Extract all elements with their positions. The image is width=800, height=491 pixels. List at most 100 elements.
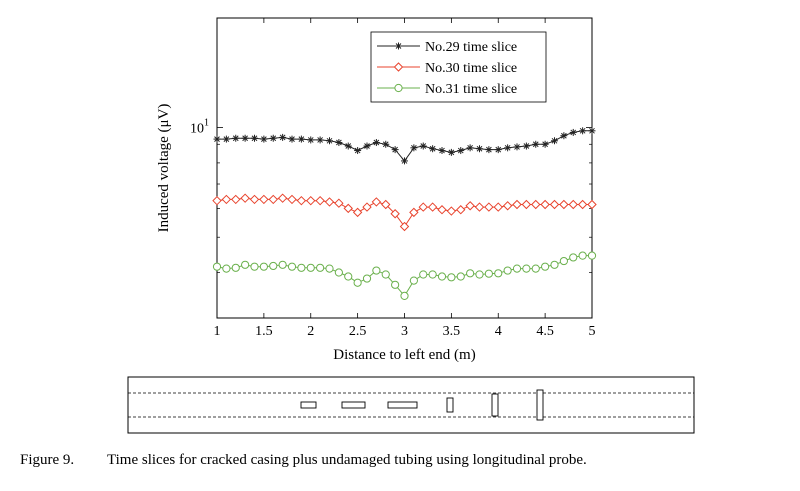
data-point xyxy=(399,221,410,232)
data-point xyxy=(429,145,437,153)
axis-ticks: 1 1.5 2 2.5 3 3.5 4 4.5 5 101 xyxy=(190,18,596,339)
data-point xyxy=(466,269,475,278)
data-point xyxy=(325,264,334,273)
data-point xyxy=(409,207,419,218)
data-point xyxy=(212,262,222,271)
legend-label: No.30 time slice xyxy=(425,61,517,76)
x-tick-label: 3.5 xyxy=(443,324,461,339)
data-point xyxy=(231,263,240,272)
data-point xyxy=(531,199,541,210)
data-point xyxy=(259,262,268,271)
data-point xyxy=(587,251,597,260)
data-point xyxy=(212,195,222,206)
data-point xyxy=(457,147,465,155)
data-point xyxy=(390,209,400,219)
data-point xyxy=(353,278,362,287)
crack-4 xyxy=(446,397,454,413)
data-point xyxy=(371,197,382,207)
data-point xyxy=(277,193,288,203)
data-point xyxy=(221,194,232,205)
data-point xyxy=(372,139,380,147)
data-point xyxy=(438,147,446,155)
legend-entry: No.29 time slice xyxy=(377,40,517,55)
y-tick-label: 101 xyxy=(190,118,209,137)
data-point xyxy=(326,137,333,145)
data-point xyxy=(579,127,587,135)
crack-1 xyxy=(300,401,317,409)
data-point xyxy=(306,263,315,272)
data-point xyxy=(241,260,250,269)
x-tick-label: 5 xyxy=(589,324,596,339)
data-point xyxy=(269,134,277,142)
series-1 xyxy=(213,127,596,165)
data-point xyxy=(315,195,325,206)
data-point xyxy=(401,157,408,165)
data-point xyxy=(513,143,521,151)
legend-label: No.29 time slice xyxy=(425,40,517,55)
data-point xyxy=(456,272,465,281)
data-point xyxy=(522,264,531,273)
data-point xyxy=(232,134,240,142)
data-point xyxy=(549,199,560,210)
data-point xyxy=(334,198,344,208)
data-point xyxy=(541,262,550,271)
data-point xyxy=(587,199,597,210)
data-point xyxy=(307,136,315,144)
data-point xyxy=(466,144,474,152)
data-point xyxy=(447,273,456,282)
caption-label: Figure 9. xyxy=(20,452,75,468)
data-point xyxy=(279,133,287,141)
data-point xyxy=(260,135,268,143)
data-point xyxy=(577,199,588,210)
data-point xyxy=(568,199,578,210)
data-point xyxy=(559,199,569,210)
data-point xyxy=(569,128,577,136)
data-point xyxy=(476,145,483,153)
data-point xyxy=(251,134,258,142)
x-tick-label: 2.5 xyxy=(349,324,367,339)
data-point xyxy=(372,266,381,275)
data-point xyxy=(306,195,316,206)
data-point xyxy=(521,199,532,210)
data-point xyxy=(259,194,269,205)
data-point xyxy=(324,197,335,207)
crack-5 xyxy=(491,393,499,417)
legend: No.29 time slice No.30 time slice No.31 ti… xyxy=(370,31,547,103)
data-point xyxy=(354,147,362,155)
data-point xyxy=(588,127,596,135)
x-axis-label: Distance to left end (m) xyxy=(333,347,475,363)
legend-entry: No.31 time slice xyxy=(377,82,517,97)
data-point xyxy=(409,276,418,285)
data-point xyxy=(418,202,428,212)
data-point xyxy=(344,272,353,281)
data-point xyxy=(522,142,530,150)
data-point xyxy=(428,270,437,279)
data-point xyxy=(381,270,390,279)
data-point xyxy=(363,142,371,150)
data-point xyxy=(222,135,230,143)
data-point xyxy=(484,202,494,212)
data-point xyxy=(532,140,540,148)
data-point xyxy=(419,270,428,279)
data-point xyxy=(287,194,297,205)
data-point xyxy=(475,270,484,279)
data-point xyxy=(231,194,241,205)
crack-6 xyxy=(536,389,544,421)
data-point xyxy=(316,263,325,272)
data-point xyxy=(531,264,540,273)
data-point xyxy=(504,144,512,152)
data-point xyxy=(512,264,522,273)
series-2 xyxy=(212,193,597,232)
x-tick-label: 4.5 xyxy=(536,324,554,339)
data-point xyxy=(382,140,390,148)
data-point xyxy=(437,272,447,281)
x-tick-label: 2 xyxy=(307,324,314,339)
data-point xyxy=(268,194,278,205)
data-point xyxy=(437,205,447,215)
data-point xyxy=(222,264,231,273)
data-point xyxy=(541,140,549,148)
data-point xyxy=(241,134,249,142)
crack-3 xyxy=(387,401,418,409)
data-point xyxy=(316,136,324,144)
data-point xyxy=(427,202,438,212)
